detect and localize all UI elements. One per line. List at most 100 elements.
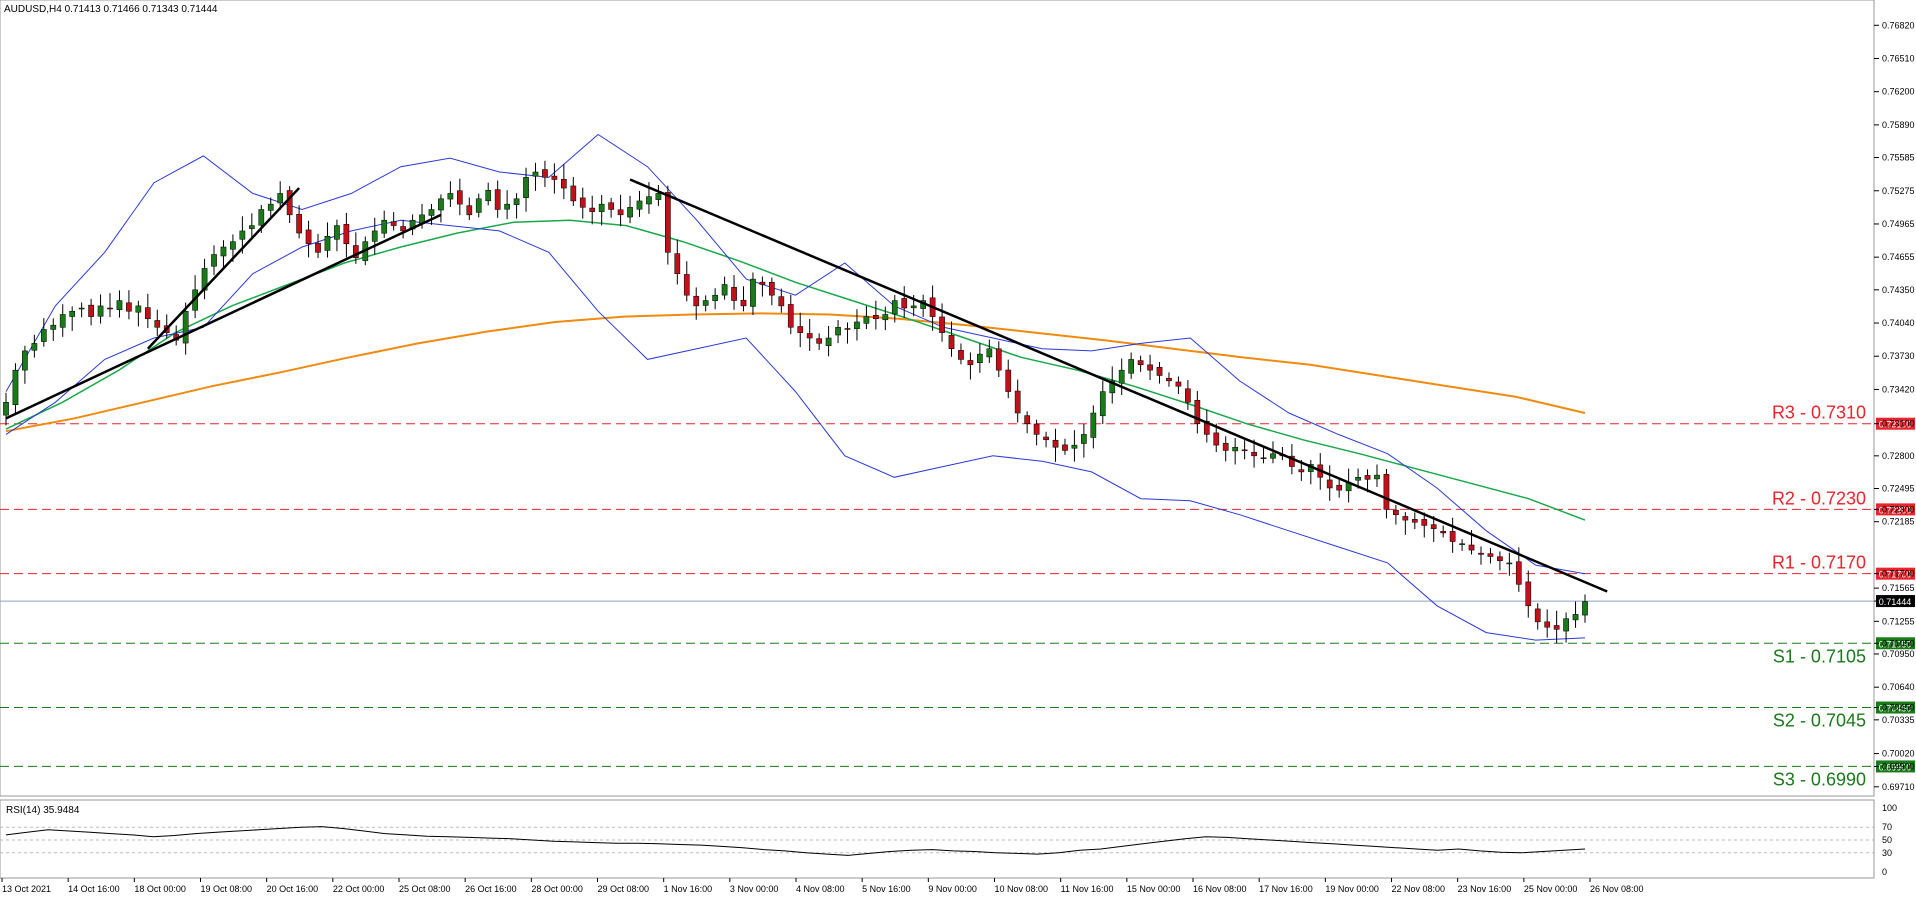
candle-body	[636, 200, 643, 210]
time-tick-label: 19 Nov 00:00	[1325, 884, 1379, 894]
price-tick-label: 0.74655	[1882, 252, 1915, 262]
level-tag-text-r1: 0.71700	[1879, 570, 1912, 580]
time-tick-label: 19 Oct 08:00	[201, 884, 253, 894]
symbol-header: AUDUSD,H4 0.71413 0.71466 0.71343 0.7144…	[4, 4, 218, 15]
candle-body	[1137, 360, 1144, 366]
candle-body	[1515, 561, 1522, 585]
candle-body	[1213, 432, 1220, 446]
ma-fast-line	[5, 219, 1586, 521]
candle-body	[59, 314, 66, 328]
candle-body	[1449, 531, 1456, 542]
candle-body	[891, 300, 898, 315]
price-tick-label: 0.71255	[1882, 616, 1915, 626]
candle-body	[646, 196, 652, 205]
candle-body	[570, 185, 577, 202]
candle-body	[693, 295, 700, 307]
price-tick-label: 0.70640	[1882, 682, 1915, 692]
candle-body	[258, 209, 265, 226]
time-tick-label: 20 Oct 16:00	[267, 884, 319, 894]
candle-body	[78, 307, 85, 310]
price-tick-label: 0.69900	[1882, 761, 1915, 771]
candle-body	[1336, 484, 1343, 491]
level-label-r1: R1 - 0.7170	[1772, 553, 1866, 573]
candle-body	[69, 310, 76, 317]
candle-body	[144, 307, 151, 319]
candle-body	[1270, 453, 1276, 459]
level-label-s1: S1 - 0.7105	[1773, 646, 1866, 666]
candle-body	[551, 175, 558, 180]
level-tag-text-r2: 0.72300	[1879, 505, 1912, 515]
price-tick-label: 0.70450	[1882, 703, 1915, 713]
candle-body	[428, 209, 435, 216]
candle-body	[579, 197, 586, 208]
rsi-header: RSI(14) 35.9484	[6, 805, 80, 816]
price-tick-label: 0.71700	[1882, 569, 1915, 579]
current-price-tag	[1876, 595, 1915, 608]
candle-body	[267, 203, 274, 211]
price-tick-label: 0.75890	[1882, 120, 1915, 130]
candle-body	[1118, 369, 1125, 384]
candle-body	[438, 198, 444, 211]
candle-body	[1260, 457, 1267, 460]
time-tick-label: 25 Oct 08:00	[399, 884, 451, 894]
candle-body	[674, 253, 681, 275]
candle-body	[1052, 439, 1059, 448]
time-tick-label: 13 Oct 2021	[2, 884, 51, 894]
candle-body	[286, 190, 293, 216]
candle-body	[655, 193, 662, 200]
main-pane	[0, 0, 1875, 797]
candle-body	[305, 229, 312, 245]
candle-body	[835, 327, 841, 336]
candle-body	[1251, 451, 1257, 457]
level-tag-s3	[1876, 760, 1915, 773]
current-price-tag-text: 0.71444	[1879, 597, 1912, 607]
candle-body	[1241, 449, 1248, 452]
time-tick-label: 26 Oct 16:00	[465, 884, 517, 894]
candle-body	[759, 281, 766, 285]
candle-body	[1222, 443, 1229, 451]
candle-body	[456, 190, 463, 205]
candle-body	[182, 310, 189, 344]
candle-body	[1582, 601, 1588, 616]
candle-body	[1374, 474, 1380, 480]
candle-body	[513, 198, 520, 205]
candle-body	[844, 328, 851, 330]
time-tick-label: 11 Nov 16:00	[1061, 884, 1114, 894]
candle-body	[239, 230, 246, 240]
candle-body	[542, 169, 548, 178]
candle-body	[1232, 447, 1239, 452]
level-label-r3: R3 - 0.7310	[1772, 403, 1866, 423]
price-axis: 0.76820 0.76510 0.76200 0.75890 0.75585 0.752…	[1874, 20, 1915, 792]
candle-body	[901, 298, 908, 309]
candle-body	[343, 224, 350, 245]
candle-body	[1024, 415, 1030, 424]
time-tick-label: 3 Nov 00:00	[730, 884, 779, 894]
candle-body	[1525, 581, 1532, 607]
level-tag-r3	[1876, 417, 1915, 430]
candle-body	[910, 305, 917, 309]
candle-body	[1506, 562, 1513, 565]
candle-body	[854, 321, 860, 329]
time-tick-label: 29 Oct 08:00	[598, 884, 650, 894]
candle-body	[504, 203, 510, 210]
time-tick-label: 10 Nov 08:00	[995, 884, 1049, 894]
trendline	[629, 178, 1608, 593]
candle-body	[1289, 455, 1295, 467]
candle-body	[731, 287, 737, 301]
candle-body	[1298, 469, 1305, 473]
candle-body	[1166, 377, 1172, 382]
level-label-s3: S3 - 0.6990	[1773, 769, 1866, 789]
candle-body	[324, 236, 331, 251]
ma-slow-line	[5, 312, 1586, 433]
level-tag-text-s3: 0.69900	[1879, 762, 1912, 772]
candle-body	[1355, 477, 1361, 481]
candle-body	[1326, 479, 1333, 489]
level-tag-s2	[1876, 701, 1915, 714]
candle-body	[1147, 364, 1153, 371]
price-tick-label: 0.69710	[1882, 782, 1915, 792]
candle-body	[447, 193, 454, 200]
candle-body	[1081, 434, 1087, 444]
time-tick-label: 1 Nov 16:00	[664, 884, 713, 894]
level-tag-text-s1: 0.71050	[1879, 639, 1912, 649]
